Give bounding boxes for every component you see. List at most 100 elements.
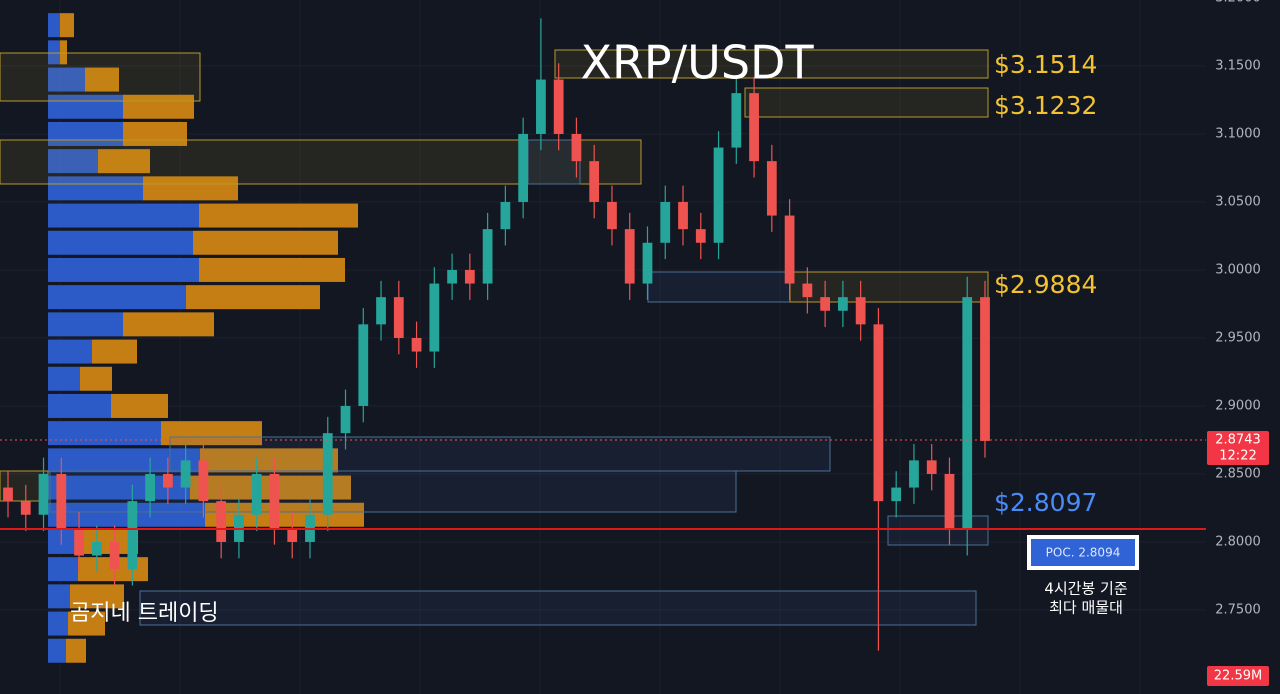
zone [527,139,581,185]
profile-sell [70,584,124,609]
price-tag-value: 2.8743 [1215,433,1261,448]
profile-buy [48,557,78,582]
candle-body [784,215,795,284]
candle-body [838,297,848,311]
profile-buy [48,638,66,663]
candle-body [127,501,138,570]
profile-buy [48,13,60,38]
y-tick-label: 2.8500 [1215,466,1261,481]
profile-sell [92,339,137,364]
candle-body [571,133,582,162]
profile-sell [193,230,338,255]
candle-body [180,460,191,488]
y-tick-label: 3.1500 [1215,58,1261,73]
candle-body [482,229,493,284]
candle-body [873,324,884,502]
candle-body [660,201,671,243]
candle-body [447,269,457,284]
y-tick-label: 3.0000 [1215,262,1261,277]
profile-buy [48,448,200,473]
candle-body [3,487,13,502]
candle-body [393,297,404,338]
profile-buy [48,203,199,228]
candle-body [251,473,262,515]
zone-label: $2.8097 [994,488,1097,517]
profile-sell [85,67,119,92]
candle-body [926,460,937,474]
zone [0,52,201,102]
candle-body [536,79,546,134]
price-tag-time: 12:22 [1219,449,1256,464]
zone [887,515,989,546]
profile-sell [60,40,67,65]
candle-body [56,473,67,529]
candle-body [749,93,759,162]
profile-sell [200,448,338,473]
candle-body [695,229,706,243]
profile-sell [80,366,112,391]
volume-tag-value: 22.59M [1214,669,1262,684]
candle-body [855,297,866,325]
profile-buy [48,502,205,527]
y-tick-label: 3.0500 [1215,194,1261,209]
candle-body [500,201,511,230]
profile-buy [48,67,85,92]
candle-body [624,229,635,284]
candle-body [145,473,155,502]
profile-sell [60,13,74,38]
candle-body [802,283,813,298]
profile-buy [48,40,60,65]
candle-body [376,297,386,325]
profile-buy [48,312,123,337]
candle-body [198,460,209,502]
profile-buy [48,393,111,418]
candle-body [340,405,351,434]
price-tag [1207,431,1269,465]
zone-label: $3.1514 [994,50,1097,79]
poc-box-inner [1031,539,1135,566]
candle-body [909,460,919,488]
candle-body [678,201,688,230]
y-tick-label: 2.9000 [1215,398,1261,413]
profile-buy [48,421,161,446]
candle-body [607,201,617,230]
candle-body [20,501,31,515]
profile-sell [123,121,187,146]
candle-body [38,473,49,515]
candle-body [269,473,280,529]
profile-sell [161,421,262,446]
candle-body [287,528,298,542]
zone-label: $2.9884 [994,270,1097,299]
candle-body [216,501,227,542]
zone-label: $3.1232 [994,91,1097,120]
candle-body [464,269,475,284]
profile-buy [48,121,123,146]
y-tick-label: 2.7500 [1215,602,1261,617]
candle-body [962,297,973,529]
profile-buy [48,366,80,391]
profile-sell [143,176,238,201]
profile-buy [48,584,70,609]
candle-body [322,433,333,515]
zone [0,139,642,185]
profile-sell [68,611,105,636]
profile-sell [199,257,345,282]
note: 최다 매물대 [1049,599,1123,617]
profile-buy [48,230,193,255]
profile-sell [98,149,150,174]
volume-tag [1207,666,1269,686]
candle-body [109,541,120,570]
candle-body [642,242,653,284]
zone [169,436,831,472]
y-tick-label: 3.1000 [1215,126,1261,141]
candle-body [429,283,440,352]
y-tick-label: 3.2000 [1215,0,1261,5]
profile-sell [123,94,194,119]
profile-sell [123,312,214,337]
profile-buy [48,149,98,174]
candle-body [518,133,529,202]
zone [139,590,977,626]
profile-buy [48,339,92,364]
watermark: 곰지네 트레이딩 [70,601,219,626]
